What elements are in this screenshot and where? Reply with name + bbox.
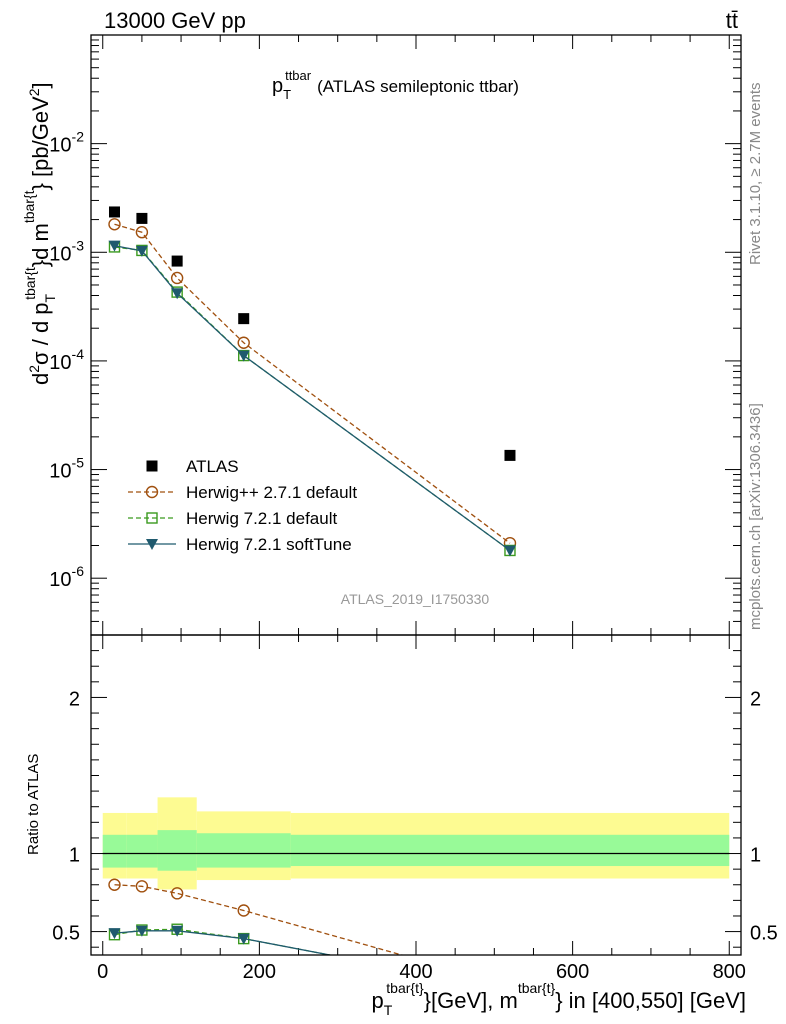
ratio-plot: Ratio to ATLAS 2 2 1 1 0.5 0.5 [25, 634, 778, 956]
herwig7-softtune-point [171, 925, 184, 937]
y-tick-labels: 10-2 10-3 10-4 10-5 10-6 [49, 129, 84, 592]
herwig7-default-point [146, 512, 158, 524]
main-series-layer [108, 206, 517, 557]
herwig7-softtune-point [237, 350, 250, 362]
x-tick-label: 200 [243, 961, 276, 983]
x-axis-label: pTtbar{t}}[GeV], mtbar{t}} in [400,550] … [371, 980, 746, 1018]
atlas-point [171, 255, 183, 267]
herwig7-softtune-point [146, 539, 158, 550]
herwig7-softtune-point [503, 545, 516, 557]
ratio-tick-label: 2 [69, 688, 80, 710]
herwig7-softtune-point [237, 933, 250, 945]
ratio-band-inner [196, 833, 291, 868]
ratio-tick-labels: 2 2 1 1 0.5 0.5 [52, 688, 778, 944]
y-tick-label: 10-3 [49, 237, 84, 265]
legend-label-h7def: Herwig 7.2.1 default [186, 509, 337, 528]
ratio-band-inner [157, 830, 197, 871]
y-tick-label: 10-4 [49, 346, 84, 374]
herwigpp-point [145, 485, 159, 499]
legend: ATLAS Herwig++ 2.7.1 default Herwig 7.2.1 … [128, 457, 357, 554]
ratio-bands [102, 797, 730, 890]
herwig7-softtune-point [135, 925, 148, 937]
atlas-point [238, 313, 250, 325]
herwigpp-point [170, 271, 184, 285]
herwigpp-point [237, 904, 250, 917]
y-tick-label: 10-5 [49, 455, 84, 483]
herwigpp-point [108, 878, 121, 891]
herwigpp-point [237, 336, 250, 349]
herwigpp-point [108, 218, 121, 231]
atlas-point [108, 206, 120, 218]
ratio-plot-frame [90, 634, 742, 956]
x-tick-label: 800 [713, 961, 746, 983]
herwigpp-point [135, 226, 149, 239]
x-tick-labels: 0 200 400 600 800 [97, 961, 746, 983]
ratio-line-h7soft [114, 930, 334, 955]
process-label: tt̄ [726, 8, 738, 33]
legend-label-hpp: Herwig++ 2.7.1 default [186, 483, 357, 502]
ratio-line-hpp [114, 884, 405, 955]
y-tick-label: 10-2 [49, 129, 84, 157]
ratio-axis-ticks [91, 634, 741, 955]
series-line-hpp [114, 223, 511, 544]
rivet-side-text: Rivet 3.1.10, ≥ 2.7M events [747, 83, 764, 266]
x-tick-label: 600 [556, 961, 589, 983]
beam-label: 13000 GeV pp [104, 8, 246, 33]
x-tick-label: 0 [97, 961, 108, 983]
herwig7-softtune-point [108, 928, 121, 940]
atlas-point [504, 449, 516, 461]
y-axis-label: d2σ / d pTtbar{t}d mtbar{t} [pb/GeV2] [21, 82, 58, 385]
mcplots-side-text: mcplots.cern.ch [arXiv:1306.3436] [747, 403, 764, 630]
atlas-point [136, 212, 148, 224]
y-tick-label: 10-6 [49, 563, 84, 591]
herwig7-softtune-point [135, 245, 148, 257]
ratio-tick-label: 0.5 [750, 923, 778, 945]
x-tick-label: 400 [399, 961, 432, 983]
ratio-band-inner [290, 834, 730, 867]
ratio-series-layer [108, 878, 405, 955]
ratio-tick-label: 1 [69, 845, 80, 867]
ratio-line-h7def [114, 928, 334, 955]
ratio-band-inner [102, 834, 127, 868]
ratio-y-axis-label: Ratio to ATLAS [25, 754, 42, 855]
main-plot: pTttbar(ATLAS semileptonic ttbar) ATLAS_… [21, 34, 742, 636]
herwig7-softtune-point [108, 240, 121, 252]
ratio-tick-label: 2 [750, 688, 761, 710]
watermark: ATLAS_2019_I1750330 [341, 591, 490, 607]
atlas-point [146, 460, 158, 472]
herwigpp-point [170, 887, 184, 900]
plot-title: pTttbar(ATLAS semileptonic ttbar) [272, 68, 519, 102]
herwig7-softtune-point [171, 288, 184, 300]
ratio-band-inner [126, 834, 158, 868]
herwigpp-point [135, 880, 149, 893]
legend-label-h7soft: Herwig 7.2.1 softTune [186, 535, 352, 554]
ratio-tick-label: 1 [750, 845, 761, 867]
legend-label-atlas: ATLAS [186, 457, 239, 476]
ratio-tick-label: 0.5 [52, 923, 80, 945]
